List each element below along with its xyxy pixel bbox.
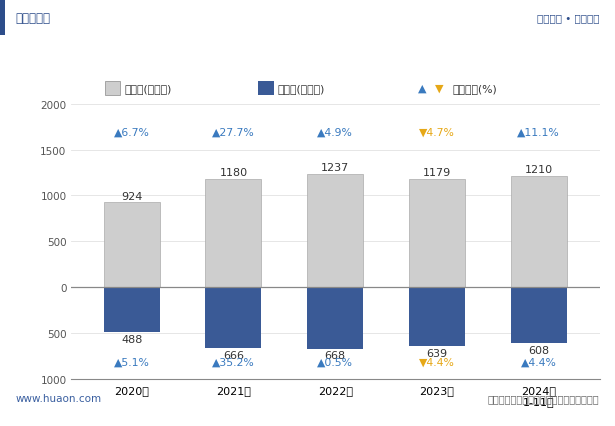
Text: 924: 924 xyxy=(121,191,143,201)
Text: 666: 666 xyxy=(223,350,244,360)
Text: ▼4.7%: ▼4.7% xyxy=(419,127,455,137)
Text: 进口额(亿美元): 进口额(亿美元) xyxy=(278,83,325,93)
Text: 1179: 1179 xyxy=(423,168,451,178)
Text: 608: 608 xyxy=(528,345,549,355)
Bar xyxy=(308,174,363,288)
Bar xyxy=(510,288,566,343)
Text: ▼: ▼ xyxy=(435,83,444,93)
Text: ▲: ▲ xyxy=(418,83,427,93)
Bar xyxy=(409,288,465,346)
Bar xyxy=(308,288,363,349)
Bar xyxy=(104,288,160,332)
Bar xyxy=(258,81,274,95)
Text: 668: 668 xyxy=(325,350,346,360)
Text: ▲6.7%: ▲6.7% xyxy=(114,127,149,137)
Text: ▲4.4%: ▲4.4% xyxy=(521,357,557,367)
Bar xyxy=(104,203,160,288)
Bar xyxy=(205,179,261,288)
Bar xyxy=(510,177,566,288)
Text: ▲35.2%: ▲35.2% xyxy=(212,357,255,367)
Text: 488: 488 xyxy=(121,334,143,344)
Text: ▲5.1%: ▲5.1% xyxy=(114,357,149,367)
Text: 1180: 1180 xyxy=(220,168,247,178)
Text: ▲4.9%: ▲4.9% xyxy=(317,127,353,137)
Bar xyxy=(409,180,465,288)
Text: 专业严谨 • 客观科学: 专业严谨 • 客观科学 xyxy=(537,13,600,23)
Text: ▲27.7%: ▲27.7% xyxy=(212,127,255,137)
Text: 华经情报网: 华经情报网 xyxy=(15,12,50,25)
Text: 1237: 1237 xyxy=(321,163,349,173)
Text: ▲0.5%: ▲0.5% xyxy=(317,357,353,367)
Text: www.huaon.com: www.huaon.com xyxy=(15,393,101,403)
Text: 2020-2024年11月宁波市商品收发货人所在地进、出口额: 2020-2024年11月宁波市商品收发货人所在地进、出口额 xyxy=(170,47,445,62)
Text: 1210: 1210 xyxy=(525,165,553,175)
Bar xyxy=(0,0,5,36)
Text: 数据来源：中国海关，华经产业研究院整理: 数据来源：中国海关，华经产业研究院整理 xyxy=(488,393,600,403)
Bar xyxy=(105,81,120,95)
Text: 出口额(亿美元): 出口额(亿美元) xyxy=(124,83,172,93)
Bar xyxy=(205,288,261,348)
Text: 同比增长(%): 同比增长(%) xyxy=(453,83,498,93)
Text: ▲11.1%: ▲11.1% xyxy=(517,127,560,137)
Text: ▼4.4%: ▼4.4% xyxy=(419,357,455,367)
Text: 639: 639 xyxy=(426,348,448,358)
